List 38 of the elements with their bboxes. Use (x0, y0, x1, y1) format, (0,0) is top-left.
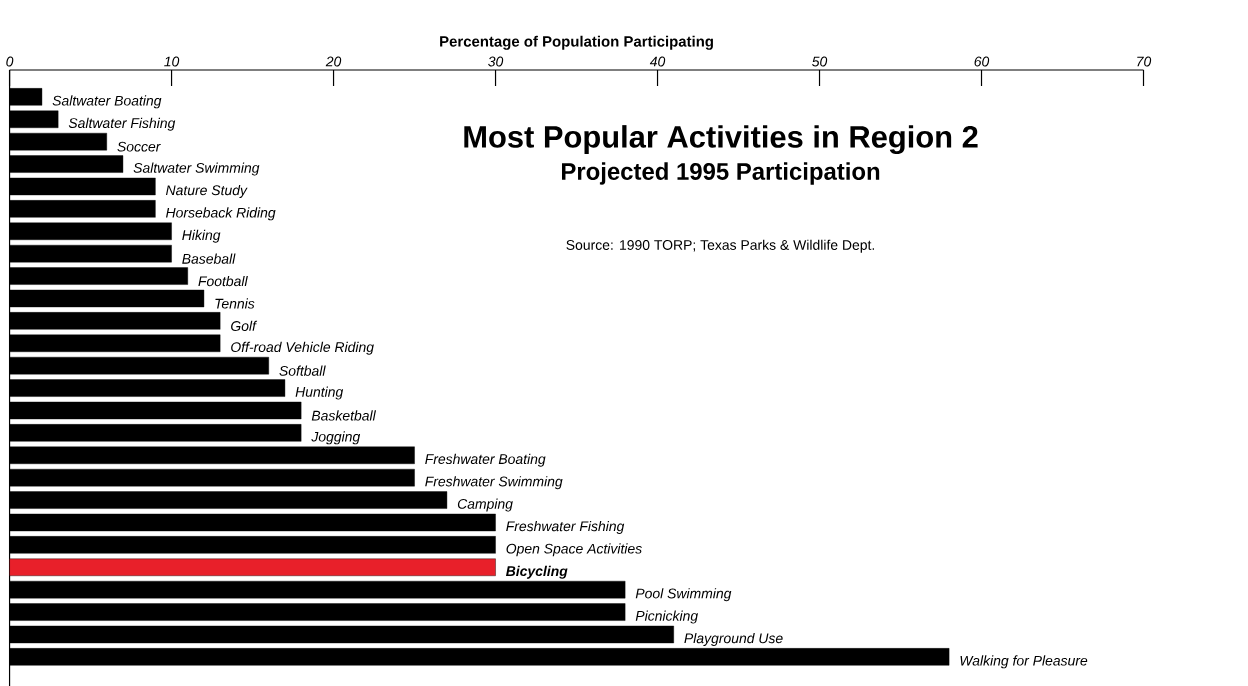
x-tick-label: 40 (649, 56, 666, 67)
text: Projected 1995 Participation (562, 162, 880, 185)
y-tick-label: Freshwater Swimming (425, 476, 563, 490)
y-tick-label: Soccer (117, 141, 161, 152)
y-tick-label: Football (198, 275, 248, 287)
y-tick-label: Saltwater Boating (52, 95, 162, 109)
y-tick-label: Picnicking (635, 610, 698, 624)
y-tick-label: Hunting (295, 386, 344, 400)
y-tick-label: Horseback Riding (165, 207, 276, 221)
y-tick-label: Jogging (311, 431, 361, 445)
y-tick-label: Off-road Vehicle Riding (231, 341, 374, 355)
y-tick-label: Saltwater Swimming (133, 162, 260, 176)
y-tick-label: Walking for Pleasure (960, 655, 1088, 669)
x-tick-label: 60 (974, 56, 990, 67)
x-tick-label: 10 (164, 56, 180, 67)
y-tick-label: Tennis (215, 298, 255, 309)
x-tick-label: 50 (812, 56, 828, 67)
y-tick-label: Saltwater Fishing (68, 117, 176, 131)
y-tick-label: Pool Swimming (635, 588, 732, 602)
y-tick-label: Basketball (311, 410, 376, 421)
y-tick-label: Freshwater Fishing (506, 520, 625, 534)
y-tick-label: Softball (279, 365, 326, 376)
x-tick-label: 30 (488, 56, 504, 67)
x-axis-title: Percentage of Population Participating (440, 35, 713, 50)
x-tick-label: 20 (325, 56, 342, 67)
y-tick-label: Camping (457, 498, 513, 512)
text: Most Popular Activities in Region 2 (464, 125, 978, 155)
y-tick-label: Open Space Activities (506, 543, 642, 557)
x-tick-label: 0 (6, 56, 14, 67)
y-tick-label: Freshwater Boating (425, 453, 546, 467)
annotation: Source: 1990 TORP; Texas Parks & Wildlife Dept. (566, 239, 875, 253)
y-tick-label: Playground Use (684, 632, 783, 646)
y-tick-label: Bicycling (505, 565, 568, 579)
y-tick-label: Golf (231, 320, 258, 331)
y-tick-label: Baseball (182, 253, 236, 264)
x-tick-label: 70 (1137, 56, 1152, 67)
y-tick-label: Hiking (182, 229, 221, 243)
y-tick-label: Nature Study (165, 184, 248, 198)
